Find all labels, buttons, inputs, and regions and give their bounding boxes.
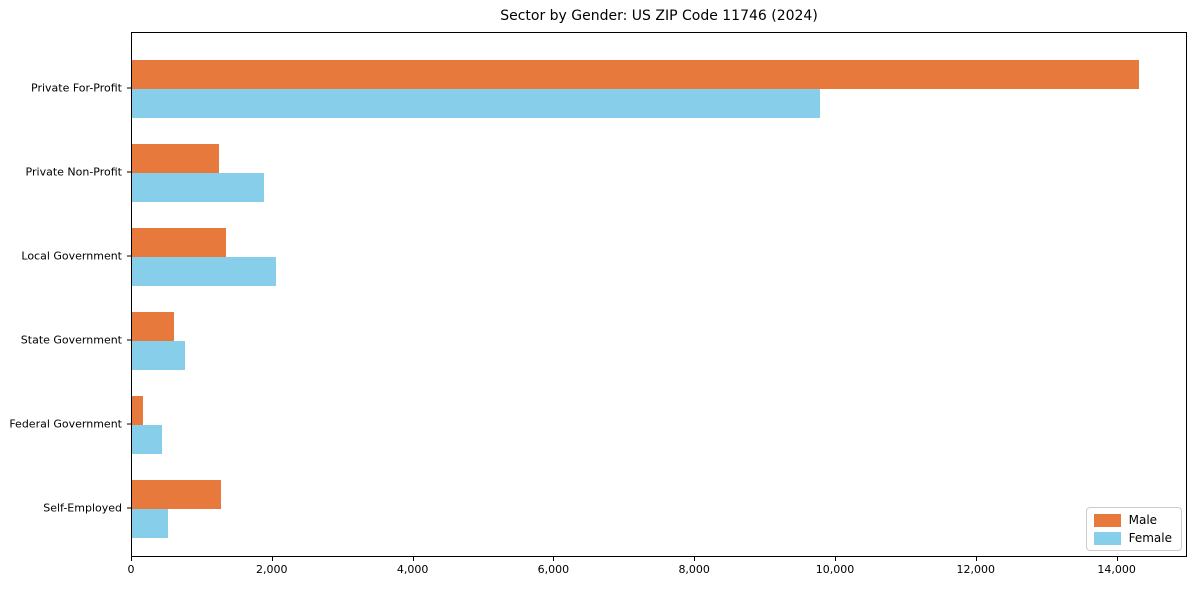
bar-female-3: [132, 257, 276, 286]
y-tick-label: Federal Government: [9, 417, 122, 431]
y-tick-mark: [127, 171, 131, 173]
x-tick-label: 2,000: [256, 563, 288, 576]
y-tick-label: Private For-Profit: [31, 81, 122, 95]
bar-female-5: [132, 425, 162, 454]
x-tick-mark: [271, 557, 273, 561]
legend-label: Male: [1128, 513, 1158, 527]
bar-female-6: [132, 509, 168, 538]
plot-area: Male Female: [131, 32, 1187, 557]
bar-male-4: [132, 312, 174, 341]
x-tick-label: 6,000: [537, 563, 570, 576]
chart-title: Sector by Gender: US ZIP Code 11746 (202…: [500, 8, 818, 24]
y-tick-label: State Government: [20, 333, 122, 347]
legend-swatch-male: [1093, 513, 1121, 527]
y-tick-label: Private Non-Profit: [25, 165, 122, 179]
bar-male-6: [132, 480, 221, 509]
legend-swatch-female: [1093, 531, 1121, 545]
bar-male-3: [132, 228, 226, 257]
x-tick-mark: [553, 557, 555, 561]
legend-entry-female: Female: [1093, 531, 1172, 545]
x-tick-label: 14,000: [1097, 563, 1136, 576]
y-tick-mark: [127, 255, 131, 257]
x-tick-mark: [975, 557, 977, 561]
legend-entry-male: Male: [1093, 513, 1172, 527]
bar-male-2: [132, 144, 219, 173]
x-tick-label: 4,000: [396, 563, 429, 576]
x-tick-label: 8,000: [678, 563, 710, 576]
y-tick-mark: [127, 507, 131, 509]
x-tick-label: 0: [127, 563, 135, 576]
y-tick-mark: [127, 423, 131, 425]
x-tick-label: 10,000: [815, 563, 855, 576]
x-tick-mark: [1116, 557, 1118, 561]
bar-male-5: [132, 396, 143, 425]
bar-female-2: [132, 173, 264, 202]
y-tick-mark: [127, 339, 131, 341]
bar-male-1: [132, 60, 1139, 89]
x-tick-mark: [835, 557, 836, 561]
legend-label: Female: [1128, 531, 1172, 545]
x-tick-mark: [694, 557, 696, 561]
y-tick-label: Self-Employed: [43, 501, 122, 515]
y-tick-label: Local Government: [21, 249, 122, 263]
x-tick-mark: [131, 557, 132, 561]
bar-female-1: [132, 89, 820, 118]
legend: Male Female: [1085, 507, 1182, 551]
y-tick-mark: [127, 87, 131, 89]
x-tick-mark: [412, 557, 414, 561]
bar-female-4: [132, 341, 185, 370]
x-tick-label: 12,000: [956, 563, 996, 576]
